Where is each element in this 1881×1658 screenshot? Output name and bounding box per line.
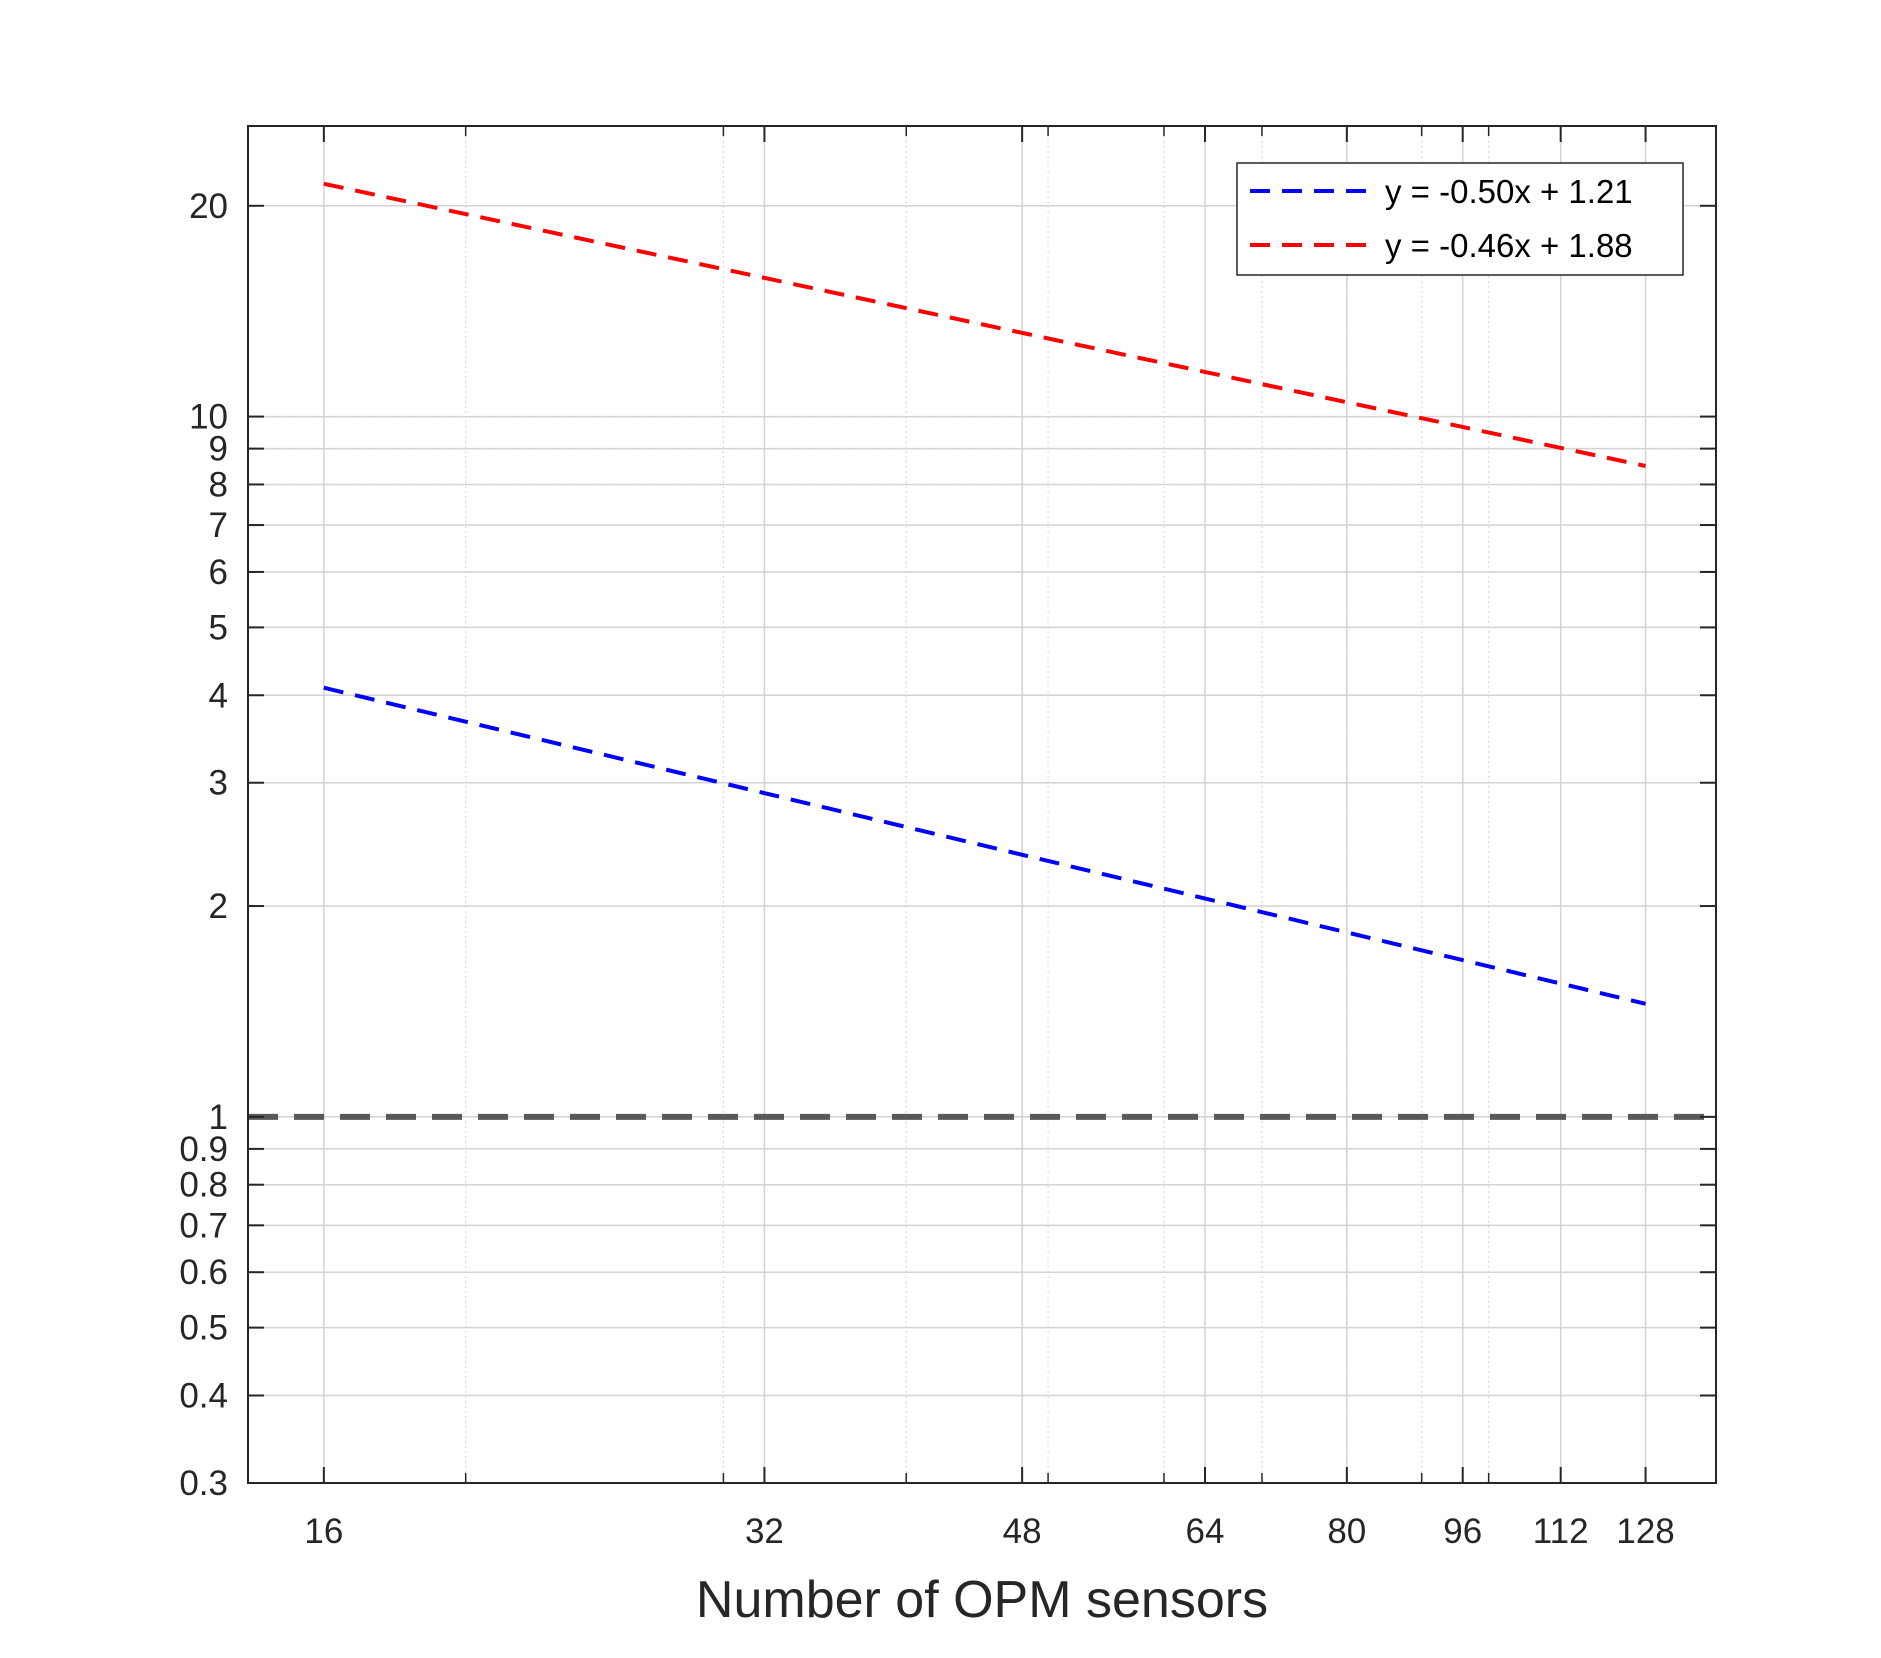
x-tick-labels: 16 32 48 64 80 96 112 128 — [304, 1512, 1674, 1551]
y-tick-label: 2 — [209, 887, 228, 926]
y-tick-label: 6 — [209, 553, 228, 592]
x-tick-label: 80 — [1327, 1512, 1366, 1551]
y-tick-label: 9 — [209, 430, 228, 469]
legend-box — [1236, 162, 1684, 276]
y-tick-label: 0.9 — [179, 1130, 228, 1169]
plot-frame — [247, 125, 1717, 1484]
y-tick-label: 1 — [209, 1098, 228, 1137]
legend: y = -0.50x + 1.21 y = -0.46x + 1.88 — [1236, 162, 1684, 276]
y-tick-label: 0.4 — [179, 1377, 228, 1416]
y-tick-label: 0.5 — [179, 1309, 228, 1348]
x-tick-label: 112 — [1533, 1512, 1589, 1551]
y-tick-label: 3 — [209, 764, 228, 803]
x-tick-label: 48 — [1003, 1512, 1042, 1551]
x-tick-label: 128 — [1616, 1512, 1674, 1551]
x-tick-label: 64 — [1186, 1512, 1225, 1551]
axis-ticks — [248, 126, 1716, 1484]
legend-label-2: y = -0.46x + 1.88 — [1385, 227, 1633, 264]
series-line-1 — [323, 685, 1647, 1006]
x-tick-label: 32 — [745, 1512, 784, 1551]
y-tick-label: 10 — [189, 398, 228, 437]
y-tick-label: 8 — [209, 465, 228, 504]
y-tick-label: 7 — [209, 506, 228, 545]
x-axis-title: Number of OPM sensors — [696, 1571, 1268, 1629]
y-tick-label: 5 — [209, 608, 228, 647]
y-tick-label: 0.3 — [179, 1464, 228, 1503]
y-tick-label: 0.6 — [179, 1253, 228, 1292]
y-tick-label: 0.8 — [179, 1166, 228, 1205]
series-lines — [323, 181, 1647, 1006]
y-tick-label: 4 — [209, 676, 228, 715]
plot-area — [248, 126, 1716, 1483]
x-tick-label: 96 — [1443, 1512, 1482, 1551]
x-tick-label: 16 — [304, 1512, 343, 1551]
legend-label-1: y = -0.50x + 1.21 — [1385, 173, 1633, 210]
y-tick-label: 0.7 — [179, 1206, 228, 1245]
series-line-2 — [323, 181, 1646, 468]
y-tick-label: 20 — [189, 187, 228, 226]
